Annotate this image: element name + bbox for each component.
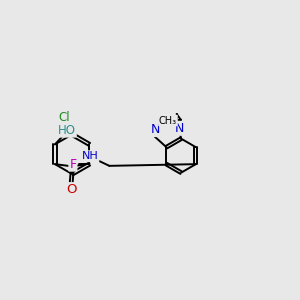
Text: N: N [175, 122, 184, 135]
Text: HO: HO [58, 124, 76, 137]
Text: F: F [69, 158, 76, 171]
Text: Cl: Cl [58, 111, 70, 124]
Text: O: O [66, 183, 76, 196]
Text: NH: NH [82, 151, 98, 161]
Text: CH₃: CH₃ [159, 116, 177, 125]
Text: N: N [151, 123, 160, 136]
